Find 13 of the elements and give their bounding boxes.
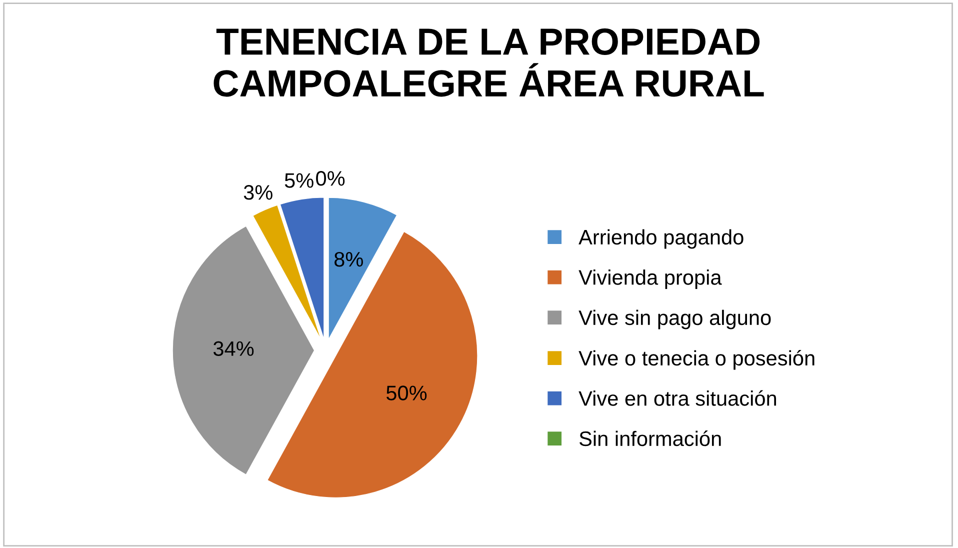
- chart-title: TENENCIA DE LA PROPIEDAD CAMPOALEGRE ÁREA RURAL: [214, 28, 764, 97]
- text: 0%: [316, 171, 345, 186]
- legend-label: Vive sin pago alguno: [578, 310, 771, 330]
- data-label: 5%: [284, 173, 314, 188]
- data-label: 8%: [334, 252, 363, 267]
- legend-label: Sin información: [579, 430, 721, 446]
- data-label: 50%: [386, 386, 427, 400]
- legend-label: Arriendo pagando: [578, 229, 744, 249]
- legend-label: Vive en otra situación: [578, 390, 776, 406]
- legend-label: Vivienda propia: [578, 270, 722, 289]
- legend-label: Vive o tenecia o posesión: [578, 350, 814, 370]
- data-label: 34%: [213, 341, 254, 356]
- data-label: 3%: [244, 185, 272, 200]
